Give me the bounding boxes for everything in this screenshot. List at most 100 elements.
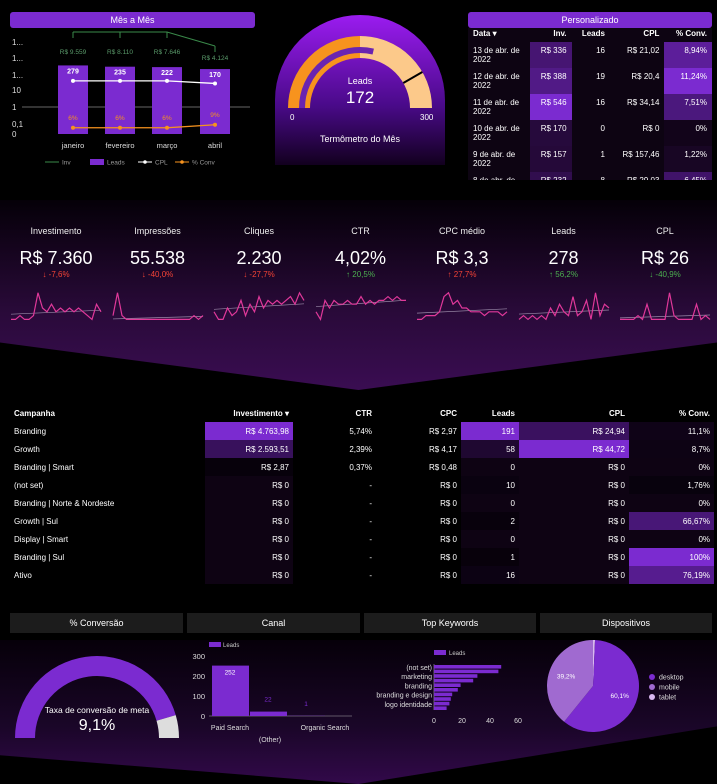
table-cell: 0 — [600, 124, 605, 133]
y-tick: 1... — [12, 38, 23, 47]
cpl-point — [118, 78, 122, 83]
pie-slice-mobile — [547, 640, 593, 722]
keyword-label: marketing — [401, 674, 432, 681]
campaign-name: Branding | Smart — [14, 462, 74, 472]
y-tick: 1 — [12, 103, 17, 112]
kpi-value: 55.538 — [129, 248, 186, 268]
canal-bar — [250, 711, 287, 716]
table-cell: 0 — [461, 458, 519, 476]
gauge-target-marker — [402, 71, 423, 84]
gauge-max: 300 — [420, 113, 434, 122]
table-row[interactable]: 9 de abr. de 2022 R$ 157 1 R$ 157,46 1,22% — [468, 146, 712, 172]
personalizado-header: Personalizado — [468, 12, 712, 28]
gauge-value: 172 — [346, 88, 374, 107]
kpi-value: 2.230 — [236, 248, 282, 268]
table-row[interactable]: Branding | Norte & Nordeste R$ 0- R$ 0 0 R$ … — [10, 494, 714, 512]
table-cell: 11,24% — [664, 68, 712, 94]
conversion-gauge-label: Taxa de conversão de meta — [45, 705, 150, 715]
table-row[interactable]: Branding R$ 4.763,98 5,74% R$ 2,97 191 R$ 24,… — [10, 422, 714, 440]
column-header[interactable]: Leads — [581, 29, 605, 38]
table-cell: 12 de abr. de 2022 — [473, 72, 520, 90]
kpi-title: Investimento — [30, 226, 82, 236]
legend-label: Leads — [107, 160, 125, 167]
table-cell: 58 — [461, 440, 519, 458]
table-row[interactable]: 13 de abr. de 2022 R$ 336 16 R$ 21,02 8,94% — [468, 42, 712, 68]
table-cell: 2,39% — [349, 444, 372, 454]
table-cell: 0 — [461, 530, 519, 548]
table-cell: - — [369, 534, 372, 544]
table-cell: R$ 170 — [530, 120, 572, 146]
campaign-name: Branding | Norte & Nordeste — [14, 498, 115, 508]
table-row[interactable]: (not set) R$ 0- R$ 0 10 R$ 0 1,76% — [10, 476, 714, 494]
pie-slice-desktop — [564, 640, 639, 732]
table-cell: R$ 2,87 — [205, 458, 293, 476]
conv-point — [213, 122, 217, 127]
table-cell: R$ 0 — [519, 548, 629, 566]
table-row[interactable]: Ativo R$ 0- R$ 0 16 R$ 0 76,19% — [10, 566, 714, 584]
kpi-value: R$ 3,3 — [435, 248, 489, 268]
table-row[interactable]: Branding | Smart R$ 2,87 0,37% R$ 0,48 0 R$ 0… — [10, 458, 714, 476]
campaign-table: Campanha Investimento ▾ CTR CPC Leads CPL % Co… — [10, 404, 714, 584]
canal-bar-label: 252 — [225, 670, 236, 677]
keyword-bar — [434, 665, 502, 669]
column-header[interactable]: Data ▾ — [473, 29, 497, 38]
column-header[interactable]: Investimento ▾ — [233, 408, 289, 418]
table-row[interactable]: Display | Smart R$ 0- R$ 0 0 R$ 0 0% — [10, 530, 714, 548]
column-header[interactable]: CPL — [643, 29, 660, 38]
keyword-bar — [434, 688, 458, 692]
table-cell: R$ 29,03 — [610, 172, 664, 180]
table-cell: R$ 0 — [519, 512, 629, 530]
campaign-name: Branding — [14, 426, 47, 436]
leads-bar — [58, 65, 88, 134]
header-row: Campanha Investimento ▾ CTR CPC Leads CPL % Co… — [10, 404, 714, 422]
kpi-value: R$ 7.360 — [19, 248, 93, 268]
column-header[interactable]: Leads — [491, 408, 515, 418]
gauge-caption: Termômetro do Mês — [320, 134, 401, 144]
kpi-card: CPL R$ 26 ↓ -40,9% — [614, 226, 716, 333]
sparkline-trend — [112, 316, 203, 320]
conv-label: 6% — [162, 115, 172, 122]
table-row[interactable]: Growth R$ 2.593,51 2,39% R$ 4,17 58 R$ 44,72 8… — [10, 440, 714, 458]
kpi-delta: ↓ -7,6% — [42, 270, 70, 279]
table-cell: 0% — [629, 458, 714, 476]
table-cell: 19 — [596, 72, 605, 81]
legend-label: mobile — [659, 685, 680, 692]
pie-label: 39,2% — [557, 674, 576, 681]
devices-pie: 60,1% 39,2% desktop mobile tablet — [547, 640, 684, 732]
x-tick: janeiro — [61, 141, 85, 150]
table-cell: R$ 0 — [205, 476, 293, 494]
legend-dot — [649, 674, 655, 680]
kpi-card: Leads 278 ↑ 56,2% — [513, 226, 615, 333]
inv-label: R$ 8.110 — [107, 49, 133, 56]
table-row[interactable]: Branding | Sul R$ 0- R$ 0 1 R$ 0 100% — [10, 548, 714, 566]
column-header[interactable]: CPL — [609, 408, 625, 418]
column-header[interactable]: Campanha — [14, 408, 55, 418]
y-tick: 0 — [201, 712, 205, 721]
kpi-sparkline — [213, 291, 305, 320]
x-tick: 0 — [432, 718, 436, 725]
column-header[interactable]: CTR — [355, 408, 372, 418]
table-row[interactable]: 10 de abr. de 2022 R$ 170 0 R$ 0 0% — [468, 120, 712, 146]
kpi-value: R$ 26 — [640, 248, 690, 268]
table-row[interactable]: 12 de abr. de 2022 R$ 388 19 R$ 20,4 11,24% — [468, 68, 712, 94]
personalizado-table-wrap[interactable]: Data ▾ Inv. Leads CPL % Conv. 13 de abr. de 2… — [468, 28, 712, 180]
legend-label: CPL — [155, 160, 168, 167]
conv-label: 9% — [210, 112, 220, 119]
table-row[interactable]: 11 de abr. de 2022 R$ 546 16 R$ 34,14 7,51% — [468, 94, 712, 120]
column-header[interactable]: % Conv. — [679, 408, 710, 418]
kpi-title: Leads — [551, 226, 576, 236]
column-header[interactable]: Inv. — [553, 29, 567, 38]
column-header[interactable]: CPC — [440, 408, 457, 418]
table-cell: 8 — [572, 172, 610, 180]
kpi-sparkline — [10, 292, 102, 321]
table-row[interactable]: Growth | Sul R$ 0- R$ 0 2 R$ 0 66,67% — [10, 512, 714, 530]
kpi-card: Impressões 55.538 ↓ -40,0% — [107, 226, 209, 333]
kpi-card: Cliques 2.230 ↓ -27,7% — [208, 226, 310, 333]
table-cell: R$ 0 — [440, 534, 457, 544]
canal-chart: Leads 300 200 100 0 252 22 1 Paid Search (Other) O… — [192, 642, 352, 744]
column-header[interactable]: % Conv. — [676, 29, 707, 38]
leads-label: 235 — [114, 70, 126, 77]
table-cell: R$ 0 — [205, 494, 293, 512]
table-cell: 11,1% — [629, 422, 714, 440]
